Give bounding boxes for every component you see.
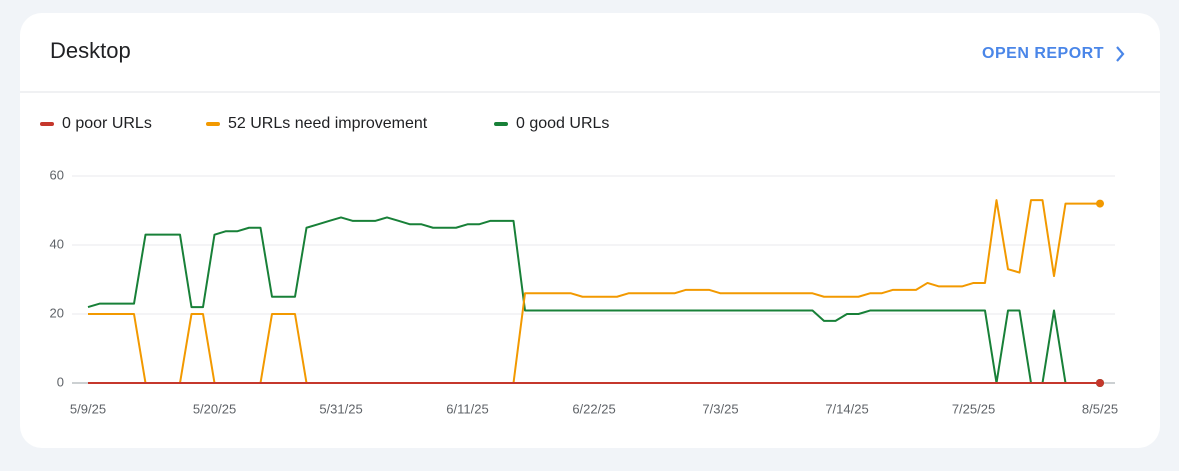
end-point xyxy=(1096,379,1104,387)
open-report-label[interactable]: OPEN REPORT xyxy=(982,45,1104,62)
y-tick-label: 20 xyxy=(50,305,64,320)
x-tick-label: 7/25/25 xyxy=(952,401,995,416)
series-line xyxy=(87,216,1100,384)
legend-label: 0 good URLs xyxy=(516,115,609,132)
y-tick-label: 40 xyxy=(50,236,64,251)
y-tick-label: 0 xyxy=(57,374,64,389)
x-tick-label: 7/3/25 xyxy=(702,401,738,416)
x-tick-label: 5/20/25 xyxy=(193,401,236,416)
legend-label: 52 URLs need improvement xyxy=(228,115,428,132)
x-tick-label: 6/11/25 xyxy=(446,401,488,416)
legend-label: 0 poor URLs xyxy=(62,115,152,132)
x-tick-label: 5/9/25 xyxy=(70,401,106,416)
chevron-icon[interactable] xyxy=(1116,46,1125,62)
open-report-button[interactable]: OPEN REPORT xyxy=(982,45,1125,62)
x-tick-label: 8/5/25 xyxy=(1082,401,1118,416)
card xyxy=(20,13,1160,448)
y-tick-label: 60 xyxy=(50,167,64,182)
x-tick-label: 7/14/25 xyxy=(825,401,868,416)
x-tick-label: 5/31/25 xyxy=(319,401,362,416)
end-point xyxy=(1096,199,1104,208)
card-title: Desktop xyxy=(50,38,131,63)
x-tick-label: 6/22/25 xyxy=(572,401,615,416)
